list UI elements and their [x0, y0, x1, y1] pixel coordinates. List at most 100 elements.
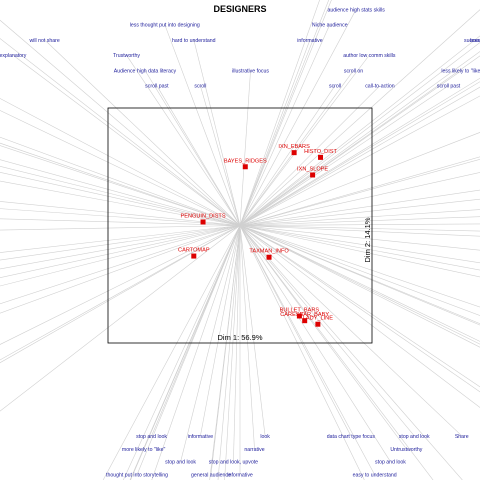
term-ray [239, 223, 480, 226]
designer-label: HISTO_DIST [304, 149, 337, 155]
term-label: scroll past [437, 84, 461, 90]
designer-points [191, 150, 324, 327]
designer-point [291, 150, 297, 156]
designer-point [266, 254, 272, 260]
term-ray [239, 70, 462, 226]
designer-label: PENGUIN_DISTS [181, 213, 226, 219]
designer-label: IXN_EBARS [278, 144, 310, 150]
term-label: Share [455, 434, 469, 440]
term-ray [239, 225, 480, 251]
designer-point [302, 318, 308, 324]
term-ray [0, 225, 241, 412]
term-ray [239, 172, 480, 226]
plot-frame [107, 107, 373, 344]
term-ray [0, 218, 241, 226]
term-ray [0, 180, 241, 226]
term-ray [239, 51, 480, 226]
designer-point [242, 164, 248, 170]
term-ray [239, 225, 480, 237]
term-ray [239, 225, 462, 437]
term-ray [12, 54, 241, 226]
term-label: narrative [244, 447, 264, 453]
term-ray [239, 81, 480, 226]
term-ray [239, 225, 365, 480]
term-ray [144, 70, 241, 226]
term-ray [0, 225, 241, 345]
term-label: stop and look [165, 460, 196, 466]
term-ray [0, 225, 241, 261]
designer-label: BULLET_BARS [280, 307, 320, 313]
term-ray [239, 225, 480, 342]
term-ray [0, 201, 241, 226]
term-label: stop and look [399, 434, 430, 440]
term-ray [239, 189, 480, 226]
term-label: stop and look [136, 434, 167, 440]
term-ray [239, 225, 255, 449]
term-ray [0, 225, 241, 279]
term-ray [239, 70, 251, 226]
term-ray [130, 225, 241, 480]
designer-label: IXN_SLOPE [297, 166, 328, 172]
term-ray [44, 39, 241, 226]
term-ray [239, 85, 336, 226]
term-ray [239, 225, 434, 480]
term-label: Trustworthy [113, 53, 140, 59]
designer-point [200, 219, 206, 225]
term-ray [0, 38, 241, 226]
term-ray [239, 225, 352, 436]
term-label: Audience high data literacy [114, 68, 177, 74]
term-ray [239, 35, 480, 226]
designer-point [191, 253, 197, 259]
term-label: successful at conveying message [464, 38, 480, 44]
term-ray [136, 225, 241, 475]
term-ray [126, 54, 241, 226]
term-ray [239, 0, 332, 226]
term-ray [239, 54, 370, 226]
designer-label: CARESBAR_BABY [280, 312, 329, 318]
term-ray [200, 85, 241, 226]
term-ray [224, 225, 241, 480]
term-label: scroll [329, 84, 341, 90]
term-ray [239, 86, 480, 226]
term-ray [0, 225, 241, 253]
chart-title: DESIGNERS [213, 4, 266, 14]
term-ray [239, 95, 480, 226]
term-label: call-to-action [365, 84, 395, 90]
term-ray [239, 225, 407, 449]
term-ray [180, 225, 241, 462]
term-ray [239, 225, 480, 388]
term-ray [239, 225, 480, 264]
term-label: informative [297, 38, 322, 44]
term-label: less visually appealing [470, 38, 480, 44]
designer-point [310, 172, 316, 178]
term-label: less likely to "like" [441, 68, 480, 74]
term-label: scroll past [145, 84, 169, 90]
term-ray [0, 19, 241, 226]
term-ray [239, 216, 480, 226]
term-ray [0, 225, 241, 305]
term-ray [239, 24, 331, 226]
term-label: Informative [227, 473, 253, 479]
term-label: Niche audience [312, 23, 348, 29]
term-ray [239, 198, 480, 226]
term-ray [0, 208, 241, 226]
term-ray [239, 85, 449, 226]
term-ray [239, 225, 415, 437]
term-label: stop and look, upvote [209, 460, 258, 466]
designer-point [315, 321, 321, 327]
term-ray [209, 225, 241, 480]
term-label: hard to understand [172, 38, 216, 44]
term-label: look [260, 434, 270, 440]
term-ray [239, 156, 480, 226]
term-ray [239, 77, 480, 226]
term-ray [239, 225, 480, 393]
term-label: thought put into storytelling [106, 473, 168, 479]
term-ray [239, 225, 375, 475]
term-ray [0, 98, 241, 226]
term-ray [239, 158, 480, 226]
term-ray [0, 225, 241, 231]
designer-point [296, 313, 302, 319]
term-ray [239, 225, 480, 232]
term-label: general audience [191, 473, 231, 479]
